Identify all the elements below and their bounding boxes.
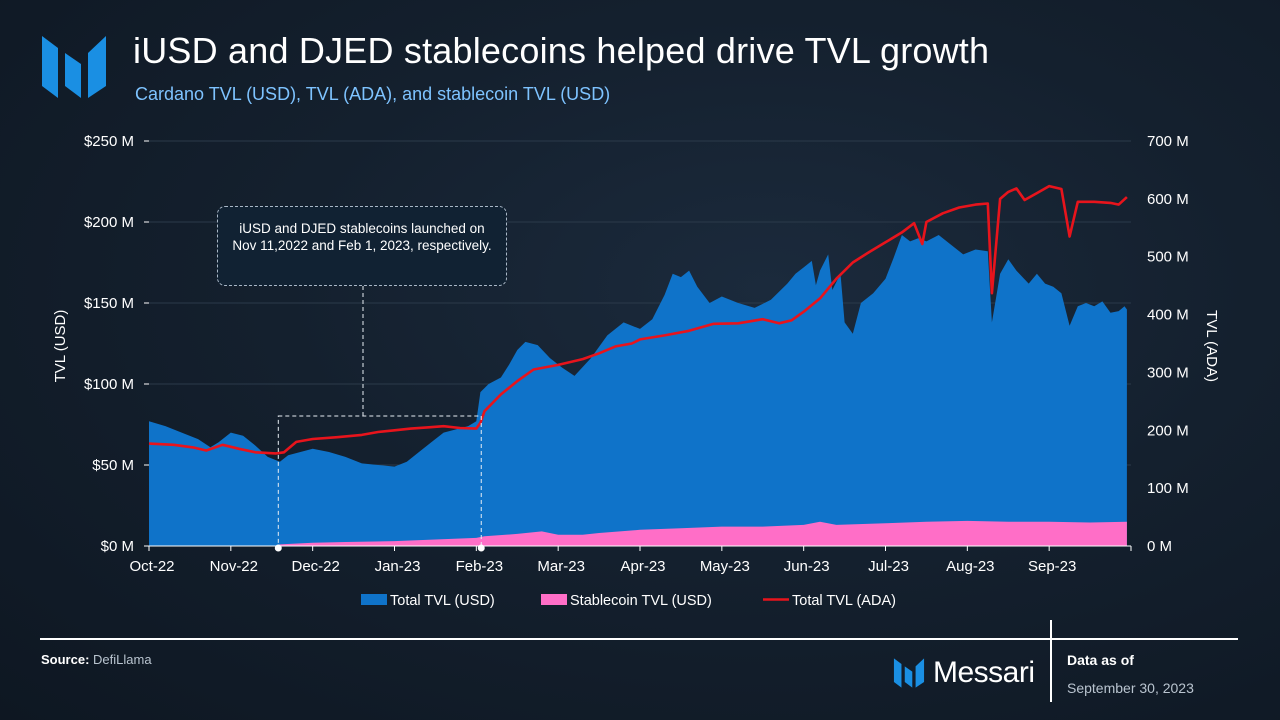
legend-label: Stablecoin TVL (USD) [570, 593, 712, 609]
total-tvl-ada-line [148, 184, 1128, 455]
page-title: iUSD and DJED stablecoins helped drive T… [133, 30, 990, 71]
data-as-of: Data as of September 30, 2023 [1067, 652, 1194, 696]
messari-logo-icon [42, 36, 106, 98]
launch-annotation-callout: iUSD and DJED stablecoins launched on No… [217, 206, 507, 286]
data-as-of-label: Data as of [1067, 652, 1134, 668]
x-tick-label: Jan-23 [375, 558, 421, 575]
source-value: DefiLlama [93, 652, 152, 667]
legend-label: Total TVL (ADA) [792, 593, 896, 609]
x-tick-label: Oct-22 [129, 558, 174, 575]
left-tick-label: $50 M [92, 457, 134, 474]
messari-brand: Messari [893, 656, 1035, 690]
left-tick-label: $100 M [84, 376, 134, 393]
x-tick-label: Jul-23 [868, 558, 909, 575]
data-as-of-date: September 30, 2023 [1067, 680, 1194, 696]
x-axis-ticks: Oct-22 Nov-22 Dec-22 Jan-23 Feb-23 Mar-23 Apr-… [129, 546, 1132, 575]
source-note: Source: DefiLlama [41, 652, 152, 667]
right-tick-label: 700 M [1147, 133, 1189, 150]
left-tick-label: $250 M [84, 133, 134, 150]
legend: Total TVL (USD) Stablecoin TVL (USD) Total… [361, 593, 896, 609]
right-axis-label: TVL (ADA) [1203, 310, 1220, 382]
x-tick-label: Mar-23 [537, 558, 585, 575]
x-tick-label: Nov-22 [210, 558, 258, 575]
footer-divider [40, 638, 1238, 640]
x-tick-label: Jun-23 [784, 558, 830, 575]
x-tick-label: Aug-23 [946, 558, 994, 575]
legend-label: Total TVL (USD) [390, 593, 495, 609]
right-axis-ticks: 0 M 100 M 200 M 300 M 400 M 500 M 600 M 700 M [1147, 133, 1189, 555]
footer-vertical-divider [1050, 620, 1052, 702]
page-subtitle: Cardano TVL (USD), TVL (ADA), and stable… [135, 84, 611, 104]
right-tick-label: 500 M [1147, 249, 1189, 266]
messari-brand-icon [893, 658, 925, 688]
legend-swatch [361, 594, 387, 605]
source-label: Source: [41, 652, 90, 667]
left-axis-ticks: $0 M $50 M $100 M $150 M $200 M $250 M [84, 133, 149, 555]
x-tick-label: Feb-23 [456, 558, 504, 575]
right-tick-label: 200 M [1147, 422, 1189, 439]
legend-swatch [541, 594, 567, 605]
total-tvl-usd-area [149, 235, 1127, 546]
left-tick-label: $200 M [84, 214, 134, 231]
right-tick-label: 300 M [1147, 364, 1189, 381]
x-tick-label: May-23 [700, 558, 750, 575]
left-tick-label: $0 M [101, 538, 134, 555]
right-tick-label: 0 M [1147, 538, 1172, 555]
x-tick-label: Dec-22 [291, 558, 339, 575]
x-tick-label: Sep-23 [1028, 558, 1076, 575]
right-tick-label: 400 M [1147, 307, 1189, 324]
left-tick-label: $150 M [84, 295, 134, 312]
x-tick-label: Apr-23 [620, 558, 665, 575]
right-tick-label: 100 M [1147, 480, 1189, 497]
left-axis-label: TVL (USD) [52, 310, 69, 383]
right-tick-label: 600 M [1147, 191, 1189, 208]
brand-name: Messari [933, 656, 1035, 689]
stablecoin-tvl-usd-area [149, 520, 1127, 546]
